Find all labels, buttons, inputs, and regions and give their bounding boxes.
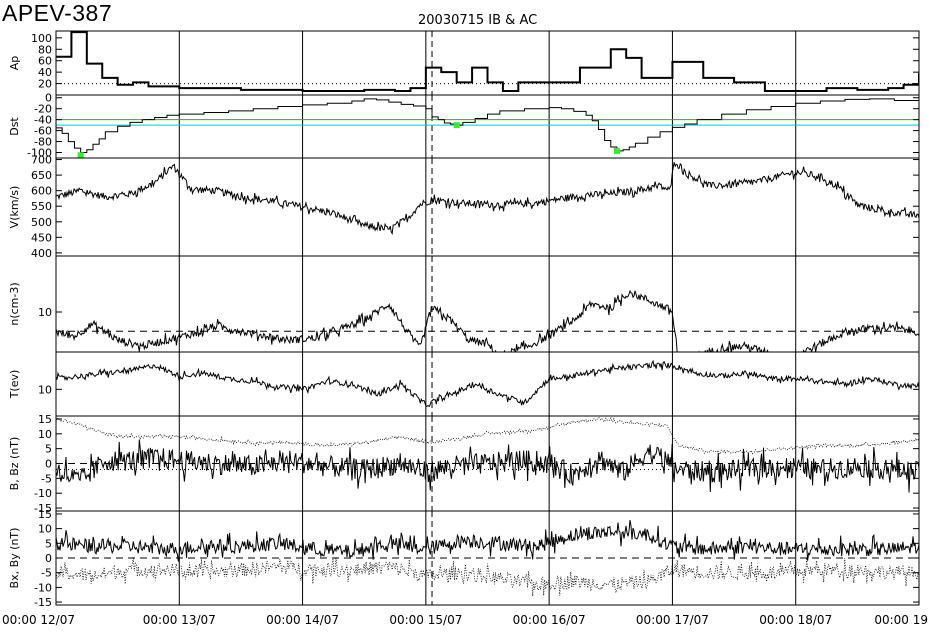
series-line-n-0	[56, 289, 919, 352]
y-tick-label: 700	[31, 154, 52, 167]
chart-subtitle: 20030715 IB & AC	[418, 13, 538, 28]
y-axis-label: V(km/s)	[8, 186, 21, 229]
y-tick-label: -80	[34, 136, 52, 149]
dst-min-marker	[453, 122, 460, 129]
y-tick-label: -20	[34, 103, 52, 116]
x-tick-label: 00:00 12/07	[2, 613, 75, 627]
panel-bz: 15 10 5 0-5 -10 -15 B, Bz (nT)	[8, 413, 920, 515]
y-tick-label: 650	[31, 169, 52, 182]
y-tick-label: -5	[41, 567, 52, 580]
series-line-dst-0	[56, 98, 919, 154]
panel-n: 10 n(cm-3)	[8, 255, 920, 353]
y-tick-label: 15	[38, 508, 52, 521]
y-tick-label: -15	[34, 502, 52, 515]
y-tick-label: 0	[45, 92, 52, 105]
panel-frame	[55, 30, 920, 96]
y-tick-label: 80	[38, 43, 52, 56]
x-tick-label: 00:00 18/07	[759, 613, 832, 627]
y-tick-label: 550	[31, 200, 52, 213]
dst-min-marker	[613, 147, 620, 154]
y-axis-label: Bx, By (nT)	[8, 528, 21, 589]
series-line-bxby-0	[56, 557, 919, 597]
y-tick-label: 20	[38, 78, 52, 91]
panel-frame	[55, 94, 920, 159]
y-tick-label: -10	[34, 581, 52, 594]
y-tick-label: 0	[45, 552, 52, 565]
dst-min-marker	[77, 152, 84, 159]
x-tick-label: 00:00 14/07	[266, 613, 339, 627]
series-line-bxby-1	[56, 520, 919, 562]
y-tick-label: -60	[34, 125, 52, 138]
y-tick-label: 450	[31, 231, 52, 244]
series-line-v-0	[56, 162, 919, 236]
y-tick-label: 600	[31, 185, 52, 198]
x-tick-label: 00:00 15/07	[389, 613, 462, 627]
x-tick-label: 00:00 17/07	[636, 613, 709, 627]
y-tick-label: -15	[34, 596, 52, 609]
y-tick-label: 10	[38, 306, 52, 319]
y-axis-label: Ap	[8, 56, 21, 71]
y-tick-label: -5	[41, 472, 52, 485]
y-tick-label: 0	[45, 458, 52, 471]
y-tick-label: 60	[38, 55, 52, 68]
y-tick-label: 100	[31, 32, 52, 45]
y-tick-label: 10	[38, 523, 52, 536]
series-line-bz-1	[56, 439, 919, 493]
panel-bxby: 15 105 0 -5-10 -15 Bx, By (nT)	[8, 508, 920, 609]
panel-frame	[55, 351, 920, 417]
x-tick-label: 00:00 19	[874, 613, 928, 627]
y-tick-label: 15	[38, 413, 52, 426]
panel-frame	[55, 157, 920, 257]
y-tick-label: 10	[38, 428, 52, 441]
y-tick-label: -100	[27, 147, 52, 160]
y-axis-label: T(ev)	[8, 370, 21, 400]
panel-v: 700 650 600 550 500 450 400 V(km/s)	[8, 154, 920, 260]
series-line-t-0	[56, 359, 919, 408]
series-line-ap-0	[56, 31, 919, 92]
x-tick-label: 00:00 16/07	[513, 613, 586, 627]
y-tick-label: -10	[34, 487, 52, 500]
y-tick-label: -40	[34, 114, 52, 127]
y-tick-label: 400	[31, 247, 52, 260]
event-id: APEV-387	[2, 0, 113, 26]
y-axis-label: Dst	[8, 117, 21, 136]
series-line-bz-0	[56, 416, 919, 456]
y-axis-label: B, Bz (nT)	[8, 437, 21, 491]
y-tick-label: 5	[45, 443, 52, 456]
x-tick-label: 00:00 13/07	[143, 613, 216, 627]
y-tick-label: 40	[38, 66, 52, 79]
panel-frame	[55, 255, 920, 353]
y-tick-label: 5	[45, 537, 52, 550]
panel-dst: 0-20-40-60-80-100 Dst	[8, 92, 920, 160]
y-axis-label: n(cm-3)	[8, 282, 21, 325]
y-tick-label: 10	[38, 383, 52, 396]
y-tick-label: 500	[31, 216, 52, 229]
panel-t: 10 T(ev)	[8, 351, 920, 417]
